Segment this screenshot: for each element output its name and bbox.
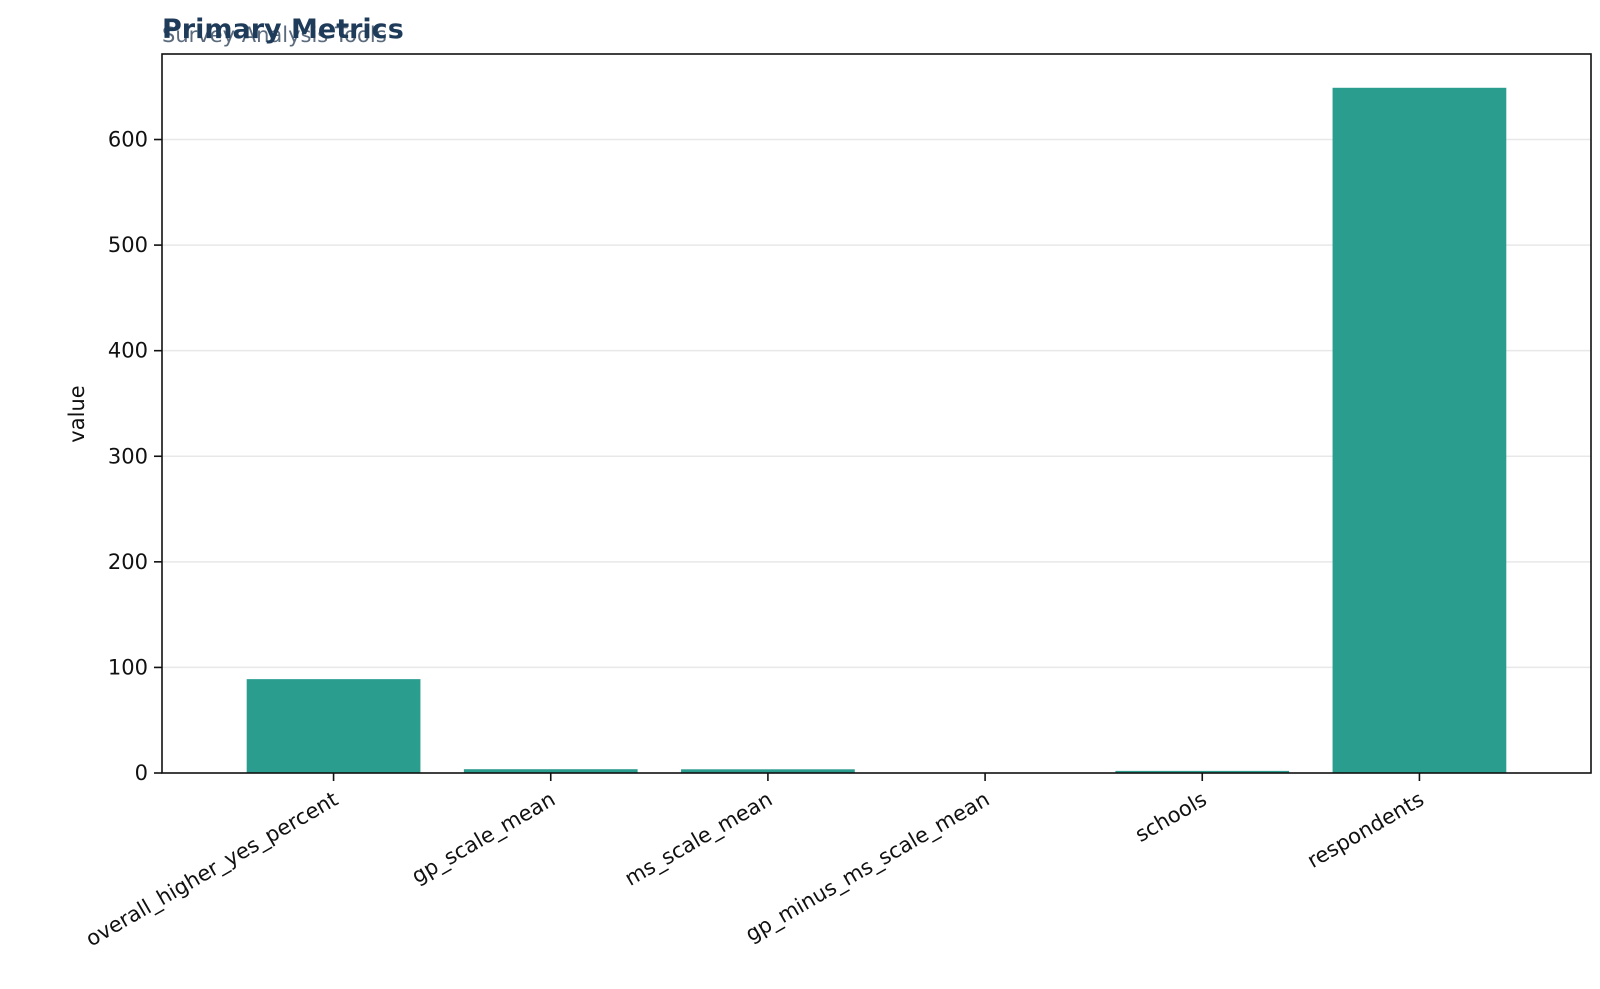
x-tick-label: respondents xyxy=(1303,787,1428,873)
y-tick-label: 300 xyxy=(108,444,148,468)
y-tick-label: 500 xyxy=(108,233,148,257)
y-axis-label: value xyxy=(65,385,89,442)
x-tick-label: schools xyxy=(1131,787,1211,847)
y-tick-label: 200 xyxy=(108,550,148,574)
bar-respondents[interactable] xyxy=(1332,87,1507,774)
x-axis: overall_higher_yes_percent gp_scale_mean m… xyxy=(82,773,1428,952)
y-tick-label: 400 xyxy=(108,339,148,363)
y-tick-label: 0 xyxy=(135,761,148,785)
bar-ms_scale_mean[interactable] xyxy=(681,769,855,773)
chart-subtitle: Survey Analysis Tools xyxy=(162,23,387,47)
bars xyxy=(246,87,1507,774)
x-tick-label: gp_minus_ms_scale_mean xyxy=(741,787,994,947)
x-tick-label: ms_scale_mean xyxy=(621,787,777,892)
y-axis: 0 100 200 300 400 500 600 xyxy=(108,128,162,785)
x-tick-label: gp_scale_mean xyxy=(408,787,560,889)
chart-title: Primary Metrics xyxy=(162,14,404,45)
bar-overall_higher_yes_percent[interactable] xyxy=(246,679,421,773)
x-tick-label: overall_higher_yes_percent xyxy=(82,787,343,952)
bar-schools[interactable] xyxy=(1115,770,1290,773)
plot-frame xyxy=(161,53,1592,774)
y-tick-label: 600 xyxy=(108,128,148,152)
y-tick-label: 100 xyxy=(108,655,148,679)
bar-gp_scale_mean[interactable] xyxy=(463,769,638,773)
